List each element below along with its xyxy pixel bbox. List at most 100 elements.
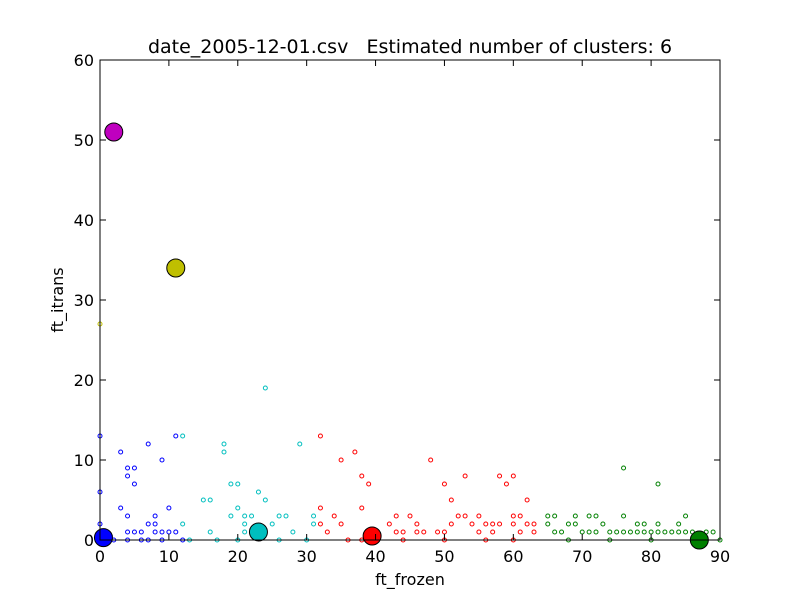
cluster-center-2 (362, 526, 382, 546)
data-point-cluster-3 (593, 513, 599, 519)
cluster-center-4 (166, 258, 186, 278)
data-point-cluster-2 (448, 521, 454, 527)
data-point-cluster-2 (510, 473, 516, 479)
data-point-cluster-2 (448, 497, 454, 503)
data-points (97, 321, 723, 543)
y-tick-label: 30 (74, 291, 94, 310)
data-point-cluster-3 (676, 529, 682, 535)
data-point-cluster-0 (125, 513, 131, 519)
cluster-center-0 (93, 528, 113, 548)
data-point-cluster-1 (207, 497, 213, 503)
data-point-cluster-3 (572, 513, 578, 519)
data-point-cluster-2 (476, 529, 482, 535)
data-point-cluster-2 (517, 513, 523, 519)
data-point-cluster-1 (242, 529, 248, 535)
data-point-cluster-0 (131, 465, 137, 471)
data-point-cluster-3 (627, 529, 633, 535)
data-point-cluster-0 (125, 529, 131, 535)
data-point-cluster-2 (407, 513, 413, 519)
data-point-cluster-2 (469, 521, 475, 527)
x-tick-label: 10 (159, 547, 179, 566)
data-point-cluster-2 (393, 513, 399, 519)
y-tick-label: 0 (84, 531, 94, 550)
data-point-cluster-2 (338, 457, 344, 463)
data-point-cluster-3 (572, 521, 578, 527)
data-point-cluster-2 (414, 521, 420, 527)
x-tick-label: 50 (434, 547, 454, 566)
plot-background (100, 60, 720, 540)
data-point-cluster-1 (311, 513, 317, 519)
axis-ticks: 0 10 20 30 40 50 60 70 80 90 0 10 20 30 40 50 60 (74, 51, 731, 566)
data-point-cluster-2 (441, 481, 447, 487)
data-point-cluster-0 (138, 529, 144, 535)
data-point-cluster-0 (173, 433, 179, 439)
data-point-cluster-2 (435, 529, 441, 535)
data-point-cluster-3 (641, 529, 647, 535)
y-tick-label: 50 (74, 131, 94, 150)
data-point-cluster-2 (317, 505, 323, 511)
data-point-cluster-3 (662, 529, 668, 535)
data-point-cluster-0 (125, 473, 131, 479)
data-point-cluster-0 (131, 481, 137, 487)
data-point-cluster-3 (621, 513, 627, 519)
y-axis-label: ft_itrans (48, 267, 68, 332)
data-point-cluster-2 (414, 529, 420, 535)
cluster-center-5 (104, 122, 124, 142)
data-point-cluster-0 (152, 521, 158, 527)
x-tick-label: 30 (296, 547, 316, 566)
data-point-cluster-1 (228, 513, 234, 519)
data-point-cluster-1 (290, 529, 296, 535)
data-point-cluster-2 (490, 521, 496, 527)
data-point-cluster-3 (621, 529, 627, 535)
data-point-cluster-2 (366, 481, 372, 487)
cluster-center-1 (248, 522, 268, 542)
data-point-cluster-2 (462, 473, 468, 479)
data-point-cluster-2 (352, 449, 358, 455)
data-point-cluster-3 (614, 529, 620, 535)
data-point-cluster-2 (393, 529, 399, 535)
data-point-cluster-0 (159, 457, 165, 463)
data-point-cluster-1 (242, 521, 248, 527)
data-point-cluster-1 (235, 505, 241, 511)
data-point-cluster-3 (710, 529, 716, 535)
data-point-cluster-0 (131, 529, 137, 535)
data-point-cluster-2 (490, 529, 496, 535)
data-point-cluster-3 (634, 529, 640, 535)
data-point-cluster-3 (655, 481, 661, 487)
data-point-cluster-1 (262, 385, 268, 391)
data-point-cluster-1 (297, 441, 303, 447)
x-tick-label: 20 (228, 547, 248, 566)
data-point-cluster-0 (118, 505, 124, 511)
x-tick-label: 70 (572, 547, 592, 566)
data-point-cluster-3 (565, 521, 571, 527)
data-point-cluster-0 (118, 449, 124, 455)
data-point-cluster-1 (242, 513, 248, 519)
data-point-cluster-1 (221, 441, 227, 447)
data-point-cluster-3 (683, 513, 689, 519)
data-point-cluster-3 (552, 513, 558, 519)
data-point-cluster-2 (317, 433, 323, 439)
data-point-cluster-1 (262, 497, 268, 503)
data-point-cluster-2 (524, 521, 530, 527)
data-point-cluster-1 (180, 521, 186, 527)
data-point-cluster-0 (145, 521, 151, 527)
data-point-cluster-2 (386, 521, 392, 527)
y-tick-label: 60 (74, 51, 94, 70)
data-point-cluster-1 (276, 513, 282, 519)
data-point-cluster-2 (421, 529, 427, 535)
y-tick-label: 40 (74, 211, 94, 230)
data-point-cluster-3 (545, 521, 551, 527)
data-point-cluster-0 (145, 441, 151, 447)
data-point-cluster-3 (683, 529, 689, 535)
plot-area (93, 60, 723, 550)
y-tick-label: 20 (74, 371, 94, 390)
cluster-centers (93, 122, 709, 550)
data-point-cluster-2 (476, 513, 482, 519)
x-tick-label: 80 (641, 547, 661, 566)
data-point-cluster-3 (586, 529, 592, 535)
data-point-cluster-2 (462, 513, 468, 519)
data-point-cluster-3 (669, 529, 675, 535)
data-point-cluster-3 (641, 521, 647, 527)
data-point-cluster-1 (221, 449, 227, 455)
